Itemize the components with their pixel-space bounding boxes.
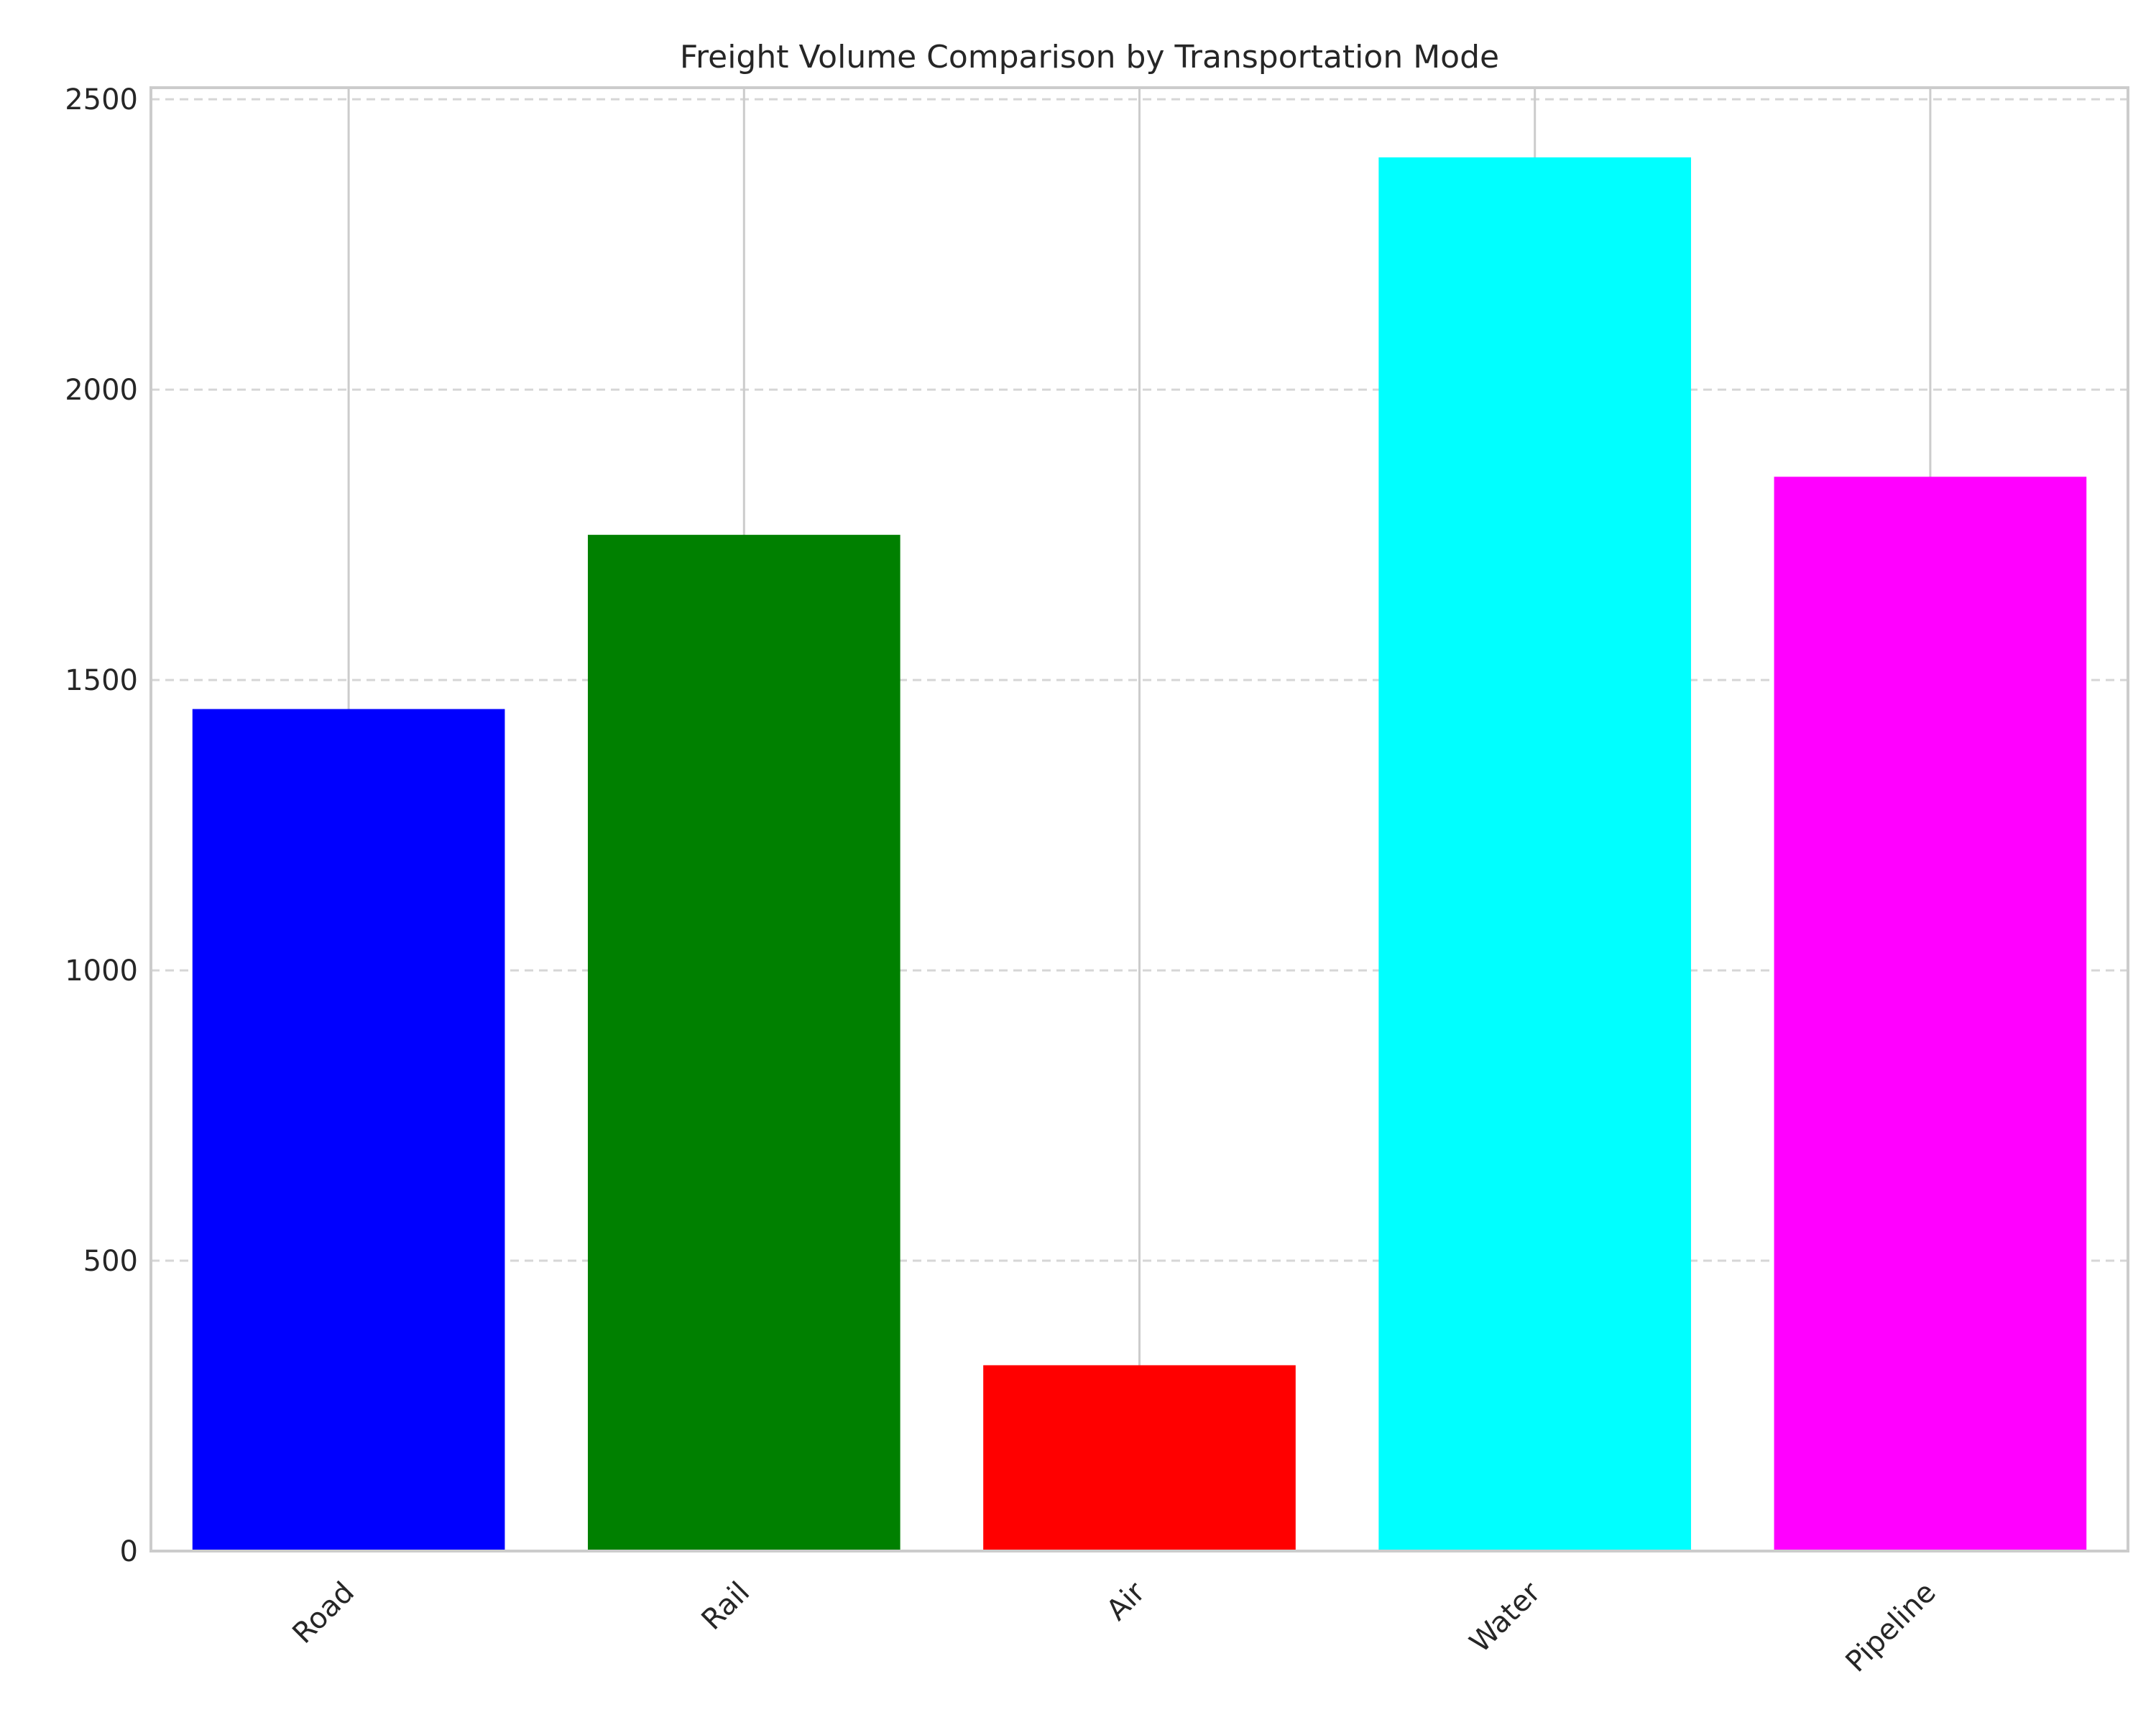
x-tick-label-pipeline: Pipeline <box>1840 1576 1943 1678</box>
chart-title: Freight Volume Comparison by Transportat… <box>680 39 1499 75</box>
y-tick-label: 500 <box>83 1245 138 1278</box>
y-tick-label: 2500 <box>65 83 138 116</box>
plot-frame <box>149 86 2129 1552</box>
bar-road <box>192 709 505 1551</box>
x-axis-ticks: Road Rail Air Water Pipeline <box>286 1576 1942 1679</box>
bars-layer <box>192 157 2087 1552</box>
y-axis-ticks: 0 500 1000 1500 2000 2500 <box>65 83 138 1568</box>
x-tick-label-rail: Rail <box>696 1576 757 1637</box>
x-tick-label-water: Water <box>1463 1576 1547 1660</box>
x-tick-label-air: Air <box>1100 1576 1152 1627</box>
y-tick-label: 1000 <box>65 954 138 988</box>
bar-rail <box>587 535 900 1551</box>
y-tick-label: 0 <box>120 1535 138 1568</box>
bar-pipeline <box>1774 477 2087 1552</box>
y-tick-label: 2000 <box>65 374 138 407</box>
y-tick-label: 1500 <box>65 664 138 697</box>
x-tick-label-road: Road <box>286 1576 361 1650</box>
bar-air <box>983 1365 1296 1551</box>
bar-water <box>1378 157 1692 1551</box>
